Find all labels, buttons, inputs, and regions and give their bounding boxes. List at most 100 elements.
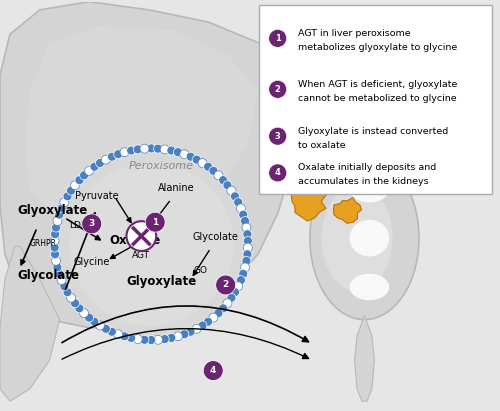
Text: Glycine: Glycine — [74, 256, 110, 267]
Circle shape — [50, 230, 59, 239]
Circle shape — [134, 335, 142, 344]
Ellipse shape — [350, 220, 390, 256]
Circle shape — [209, 166, 218, 175]
Polygon shape — [25, 26, 258, 234]
Circle shape — [147, 144, 156, 153]
Circle shape — [244, 236, 252, 245]
Circle shape — [154, 335, 162, 344]
Circle shape — [192, 155, 201, 164]
Circle shape — [240, 217, 250, 226]
Text: Glyoxylate: Glyoxylate — [18, 204, 87, 217]
Circle shape — [198, 321, 207, 330]
Circle shape — [146, 212, 165, 232]
Circle shape — [269, 127, 286, 145]
Circle shape — [96, 321, 104, 330]
Ellipse shape — [350, 274, 390, 300]
Circle shape — [63, 288, 72, 297]
Circle shape — [50, 250, 59, 259]
Text: GO: GO — [194, 266, 208, 275]
Text: 4: 4 — [210, 366, 216, 375]
Text: Calcium
oxalate stone: Calcium oxalate stone — [282, 103, 368, 126]
Circle shape — [223, 181, 232, 190]
Circle shape — [180, 330, 189, 339]
Circle shape — [90, 162, 99, 171]
Circle shape — [147, 335, 156, 344]
Polygon shape — [0, 246, 60, 401]
Polygon shape — [292, 185, 327, 221]
Ellipse shape — [310, 157, 419, 320]
Circle shape — [53, 263, 62, 272]
Circle shape — [160, 145, 169, 154]
Circle shape — [75, 304, 84, 313]
Text: cannot be metabolized to glycine: cannot be metabolized to glycine — [298, 94, 456, 103]
Circle shape — [269, 164, 286, 182]
Text: Pyruvate: Pyruvate — [75, 192, 118, 201]
Circle shape — [204, 317, 212, 326]
Circle shape — [80, 309, 88, 318]
Circle shape — [108, 152, 116, 161]
FancyArrowPatch shape — [62, 306, 308, 343]
Circle shape — [174, 148, 182, 157]
Text: accumulates in the kidneys: accumulates in the kidneys — [298, 177, 428, 186]
Circle shape — [66, 293, 76, 302]
Ellipse shape — [350, 176, 390, 203]
Circle shape — [120, 148, 129, 157]
Circle shape — [230, 192, 239, 201]
Circle shape — [214, 171, 223, 180]
Text: Oxalate initially deposits and: Oxalate initially deposits and — [298, 164, 436, 173]
Circle shape — [236, 204, 246, 213]
Circle shape — [238, 269, 248, 278]
Circle shape — [167, 333, 176, 342]
Circle shape — [192, 324, 201, 333]
Circle shape — [55, 269, 64, 278]
Text: LDH: LDH — [70, 221, 88, 230]
Text: GRHPR: GRHPR — [30, 239, 57, 248]
Text: Glycolate: Glycolate — [18, 269, 80, 282]
Text: 3: 3 — [275, 132, 280, 141]
Polygon shape — [0, 2, 298, 328]
Circle shape — [57, 204, 66, 213]
Text: 1: 1 — [275, 34, 280, 43]
Circle shape — [66, 186, 76, 195]
Circle shape — [126, 333, 136, 342]
Text: Glyoxylate is instead converted: Glyoxylate is instead converted — [298, 127, 448, 136]
Circle shape — [102, 155, 110, 164]
Circle shape — [70, 181, 80, 190]
Circle shape — [204, 162, 212, 171]
Circle shape — [80, 171, 88, 180]
Text: AGT: AGT — [132, 251, 150, 260]
Circle shape — [186, 327, 195, 336]
Circle shape — [82, 214, 102, 234]
Circle shape — [180, 150, 189, 159]
Circle shape — [60, 282, 69, 291]
Circle shape — [114, 330, 122, 339]
Circle shape — [242, 223, 251, 232]
Circle shape — [154, 144, 162, 153]
Circle shape — [186, 152, 195, 161]
Circle shape — [55, 210, 64, 219]
Circle shape — [160, 335, 169, 344]
Circle shape — [234, 282, 242, 291]
Circle shape — [223, 299, 232, 308]
Text: Alanine: Alanine — [158, 183, 194, 193]
Text: When AGT is deficient, glyoxylate: When AGT is deficient, glyoxylate — [298, 80, 457, 89]
Circle shape — [218, 175, 228, 185]
Circle shape — [218, 304, 228, 313]
Text: 4: 4 — [275, 169, 280, 178]
Text: to oxalate: to oxalate — [298, 141, 345, 150]
Circle shape — [140, 144, 149, 153]
Ellipse shape — [54, 148, 248, 340]
Circle shape — [198, 159, 207, 167]
Text: Peroxisome: Peroxisome — [128, 161, 194, 171]
Circle shape — [209, 313, 218, 322]
FancyBboxPatch shape — [260, 5, 492, 194]
Circle shape — [102, 324, 110, 333]
Circle shape — [70, 299, 80, 308]
Polygon shape — [309, 132, 337, 157]
Circle shape — [57, 276, 66, 284]
Circle shape — [234, 198, 242, 207]
Circle shape — [96, 159, 104, 167]
Circle shape — [84, 313, 94, 322]
Circle shape — [52, 256, 60, 266]
Circle shape — [108, 327, 116, 336]
